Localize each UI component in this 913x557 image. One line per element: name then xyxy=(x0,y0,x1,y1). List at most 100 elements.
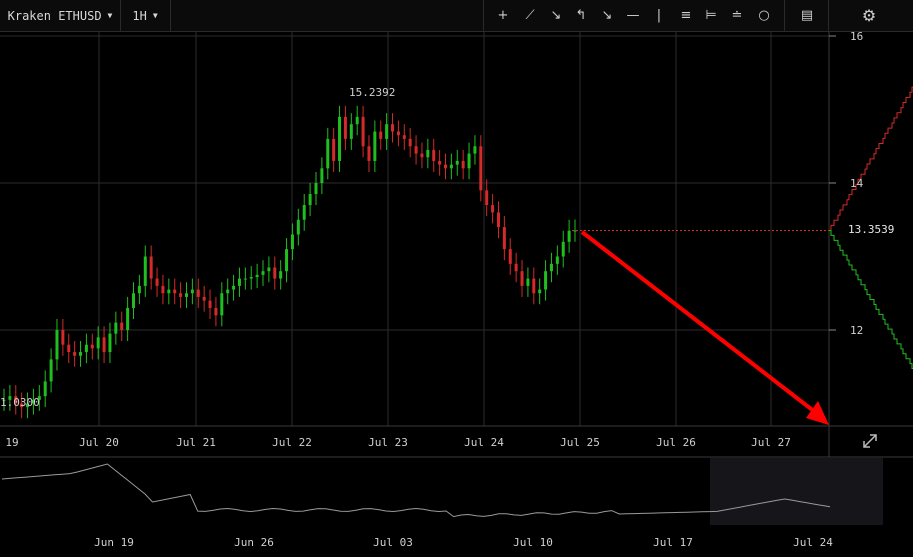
candle-body xyxy=(108,333,112,353)
navigator-window xyxy=(710,458,883,525)
nav-tick-label: Jul 24 xyxy=(793,536,833,549)
navigator xyxy=(1,458,883,525)
candle-body xyxy=(443,164,447,169)
candle-body xyxy=(438,160,442,165)
x-tick-label: Jul 27 xyxy=(751,436,791,449)
trend-line-icon[interactable]: ⟋ xyxy=(525,7,535,23)
circle-icon[interactable]: ○ xyxy=(758,7,770,23)
candle-body xyxy=(326,138,330,169)
candle-body xyxy=(220,293,224,316)
vertical-line-icon[interactable]: | xyxy=(656,7,662,23)
candle-body xyxy=(473,146,477,154)
candle-body xyxy=(502,227,506,250)
candle-body xyxy=(2,399,6,401)
candle-body xyxy=(132,293,136,308)
candle-body xyxy=(343,116,347,139)
candle-body xyxy=(31,399,35,404)
candle-body xyxy=(514,263,518,272)
gear-icon[interactable]: ⚙ xyxy=(861,5,877,25)
candle-body xyxy=(232,285,236,290)
candle-body xyxy=(385,124,389,139)
candle-body xyxy=(73,352,77,356)
candle-body xyxy=(496,212,500,228)
candle-body xyxy=(84,344,88,353)
low-label: 1.0300 xyxy=(0,396,40,409)
candle-body xyxy=(314,183,318,195)
candle-body xyxy=(379,131,383,139)
candle-body xyxy=(226,289,230,294)
candle-body xyxy=(414,146,418,154)
navigator-series xyxy=(1,463,831,518)
candle-body xyxy=(237,278,241,286)
crosshair-icon[interactable]: + xyxy=(497,7,509,23)
last-price-label: 13.3539 xyxy=(848,223,895,236)
x-tick-label: Jul 20 xyxy=(79,436,119,449)
candle-body xyxy=(455,160,459,165)
expand-icon[interactable] xyxy=(863,434,877,448)
path-icon[interactable]: ↰ xyxy=(575,7,587,23)
nav-tick-label: Jul 17 xyxy=(653,536,693,549)
candle-body xyxy=(402,135,406,139)
candle-body xyxy=(202,296,206,301)
candle-body xyxy=(338,116,342,161)
candle-body xyxy=(426,149,430,158)
horizontal-line-icon[interactable]: — xyxy=(626,7,640,23)
chart-icon[interactable]: ▤ xyxy=(800,7,814,23)
candle-body xyxy=(184,293,188,297)
candle-body xyxy=(561,241,565,257)
candle-body xyxy=(279,271,283,279)
candle-body xyxy=(261,271,265,275)
candle-body xyxy=(296,219,300,235)
candle-body xyxy=(161,285,165,294)
interval-label: 1H xyxy=(132,8,147,23)
candle-body xyxy=(302,205,306,220)
candle-body xyxy=(567,230,571,242)
candle-body xyxy=(290,234,294,250)
x-tick-label: 19 xyxy=(5,436,19,449)
y-tick-label: 14 xyxy=(850,177,864,190)
candle-body xyxy=(373,131,377,161)
gann-fan-icon[interactable]: ≐ xyxy=(731,7,743,23)
interval-selector[interactable]: 1H ▼ xyxy=(120,0,170,31)
high-label: 15.2392 xyxy=(349,86,396,99)
candle-body xyxy=(14,396,18,404)
symbol-label: Kraken ETHUSD xyxy=(7,8,102,23)
candle-body xyxy=(332,138,336,161)
candle-body xyxy=(67,344,71,353)
candle-body xyxy=(49,359,53,382)
candle-body xyxy=(137,285,141,294)
candle-body xyxy=(179,293,183,297)
candle-body xyxy=(37,396,41,400)
nav-tick-label: Jul 10 xyxy=(513,536,553,549)
depth-chart xyxy=(829,86,913,370)
candle-body xyxy=(320,168,324,183)
x-tick-label: Jul 22 xyxy=(272,436,312,449)
candle-body xyxy=(461,160,465,169)
y-tick-label: 16 xyxy=(850,30,864,43)
candle-body xyxy=(167,289,171,294)
bid-depth-line xyxy=(829,229,913,370)
candle-body xyxy=(90,344,94,349)
ray-icon[interactable]: ↘ xyxy=(550,7,562,23)
y-tick-label: 12 xyxy=(850,324,864,337)
chevron-down-icon: ▼ xyxy=(107,11,113,20)
annotation-arrow xyxy=(580,230,829,425)
candle-body xyxy=(79,352,83,356)
candle-body xyxy=(8,396,12,400)
candle-body xyxy=(573,230,577,232)
candle-series xyxy=(2,105,577,419)
chart-canvas[interactable] xyxy=(0,32,913,557)
nav-tick-label: Jun 19 xyxy=(94,536,134,549)
candle-body xyxy=(285,249,289,272)
candle-body xyxy=(526,278,530,286)
fib-icon[interactable]: ≡ xyxy=(680,7,692,23)
arrow-icon[interactable]: ↘ xyxy=(601,7,613,23)
pitchfork-icon[interactable]: ⊨ xyxy=(705,7,717,23)
candle-body xyxy=(196,289,200,297)
candle-body xyxy=(61,330,65,345)
nav-tick-label: Jul 03 xyxy=(373,536,413,549)
candle-body xyxy=(555,256,559,264)
symbol-selector[interactable]: Kraken ETHUSD ▼ xyxy=(0,0,120,31)
candle-body xyxy=(55,330,59,360)
candle-body xyxy=(432,149,436,161)
